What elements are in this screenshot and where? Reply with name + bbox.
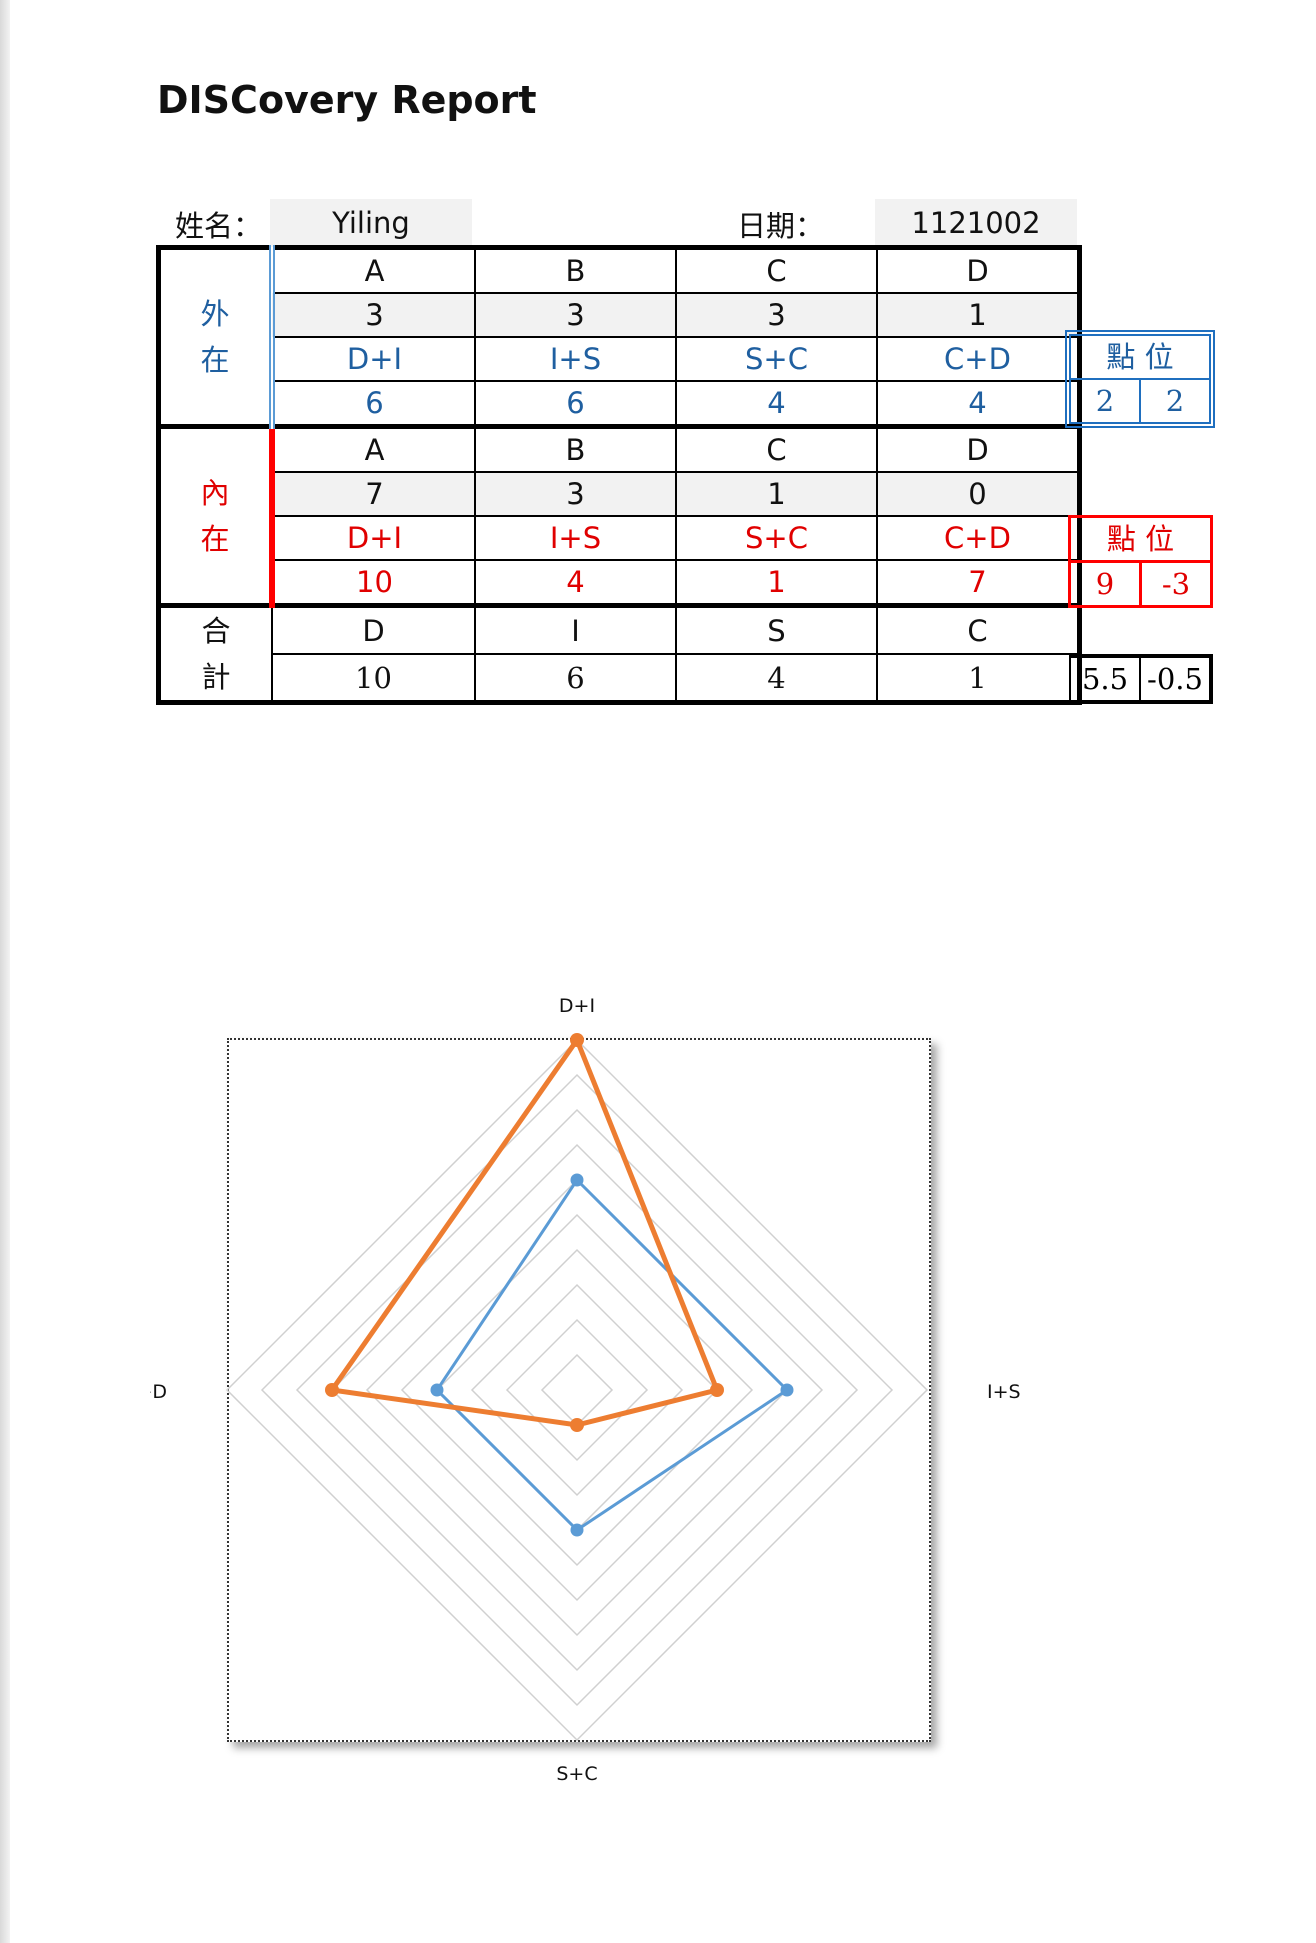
outer-combo: I+S — [474, 336, 677, 382]
inner-count: 7 — [271, 471, 476, 517]
outer-count: 3 — [474, 292, 677, 338]
outer-combo: S+C — [675, 336, 878, 382]
radar-grid-ring — [295, 1108, 859, 1672]
inner-combo: S+C — [675, 515, 878, 561]
total-point-box: 5.5 -0.5 — [1069, 654, 1213, 704]
inner-count: 3 — [474, 471, 677, 517]
radar-axis-label: I+S — [987, 1381, 1021, 1403]
total-letter: C — [876, 603, 1082, 655]
inner-letter: A — [271, 424, 476, 473]
total-label: 合計 — [156, 603, 273, 705]
radar-point — [570, 1418, 584, 1432]
outer-combo-value: 6 — [474, 380, 677, 428]
outer-point-value: 2 — [1139, 378, 1211, 424]
outer-letter: A — [271, 245, 476, 294]
total-value: 1 — [876, 653, 1082, 705]
inner-point-value: 9 — [1068, 560, 1142, 608]
radar-grid-ring — [505, 1318, 649, 1462]
score-table: 外在 A B C D 3 3 3 1 D+I I+S S+C C+D 6 6 4… — [156, 245, 1082, 705]
inner-combo: I+S — [474, 515, 677, 561]
inner-combo-value: 10 — [271, 559, 476, 607]
radar-grid-ring — [470, 1283, 684, 1497]
inner-combo-value: 4 — [474, 559, 677, 607]
outer-count: 3 — [271, 292, 476, 338]
outer-count: 3 — [675, 292, 878, 338]
radar-chart: D+I I+S S+C C+D — [150, 995, 1021, 1785]
outer-combo: D+I — [271, 336, 476, 382]
inner-letter: C — [675, 424, 878, 473]
inner-count: 0 — [876, 471, 1082, 517]
inner-letter: D — [876, 424, 1082, 473]
total-letter: S — [675, 603, 878, 655]
inner-point-box: 點 位 9 -3 — [1068, 515, 1213, 608]
radar-grid-ring — [435, 1248, 719, 1532]
inner-letter: B — [474, 424, 677, 473]
radar-grid-ring — [225, 1038, 929, 1742]
total-letter: D — [271, 603, 476, 655]
inner-label: 內在 — [156, 424, 275, 607]
total-letter: I — [474, 603, 677, 655]
total-value: 4 — [675, 653, 878, 705]
radar-axis-label: D+I — [559, 995, 595, 1017]
total-point-value: 5.5 — [1069, 654, 1141, 704]
radar-point — [780, 1383, 794, 1397]
date-value: 1121002 — [875, 199, 1077, 247]
radar-point — [570, 1033, 584, 1047]
outer-combo-value: 4 — [675, 380, 878, 428]
inner-count: 1 — [675, 471, 878, 517]
outer-label: 外在 — [156, 245, 275, 428]
radar-grid-ring — [260, 1073, 894, 1707]
radar-grid-ring — [540, 1353, 614, 1427]
outer-combo-value: 6 — [271, 380, 476, 428]
report-title: DISCovery Report — [157, 78, 537, 122]
inner-combo-value: 1 — [675, 559, 878, 607]
outer-letter: C — [675, 245, 878, 294]
outer-point-box: 點 位 2 2 — [1065, 330, 1215, 428]
radar-point — [430, 1383, 444, 1397]
inner-point-label: 點 位 — [1068, 515, 1213, 563]
radar-point — [710, 1383, 724, 1397]
total-value: 10 — [271, 653, 476, 705]
outer-count: 1 — [876, 292, 1082, 338]
outer-combo: C+D — [876, 336, 1082, 382]
radar-axis-label: C+D — [150, 1381, 167, 1403]
outer-letter: B — [474, 245, 677, 294]
page-edge — [0, 0, 10, 1943]
inner-combo-value: 7 — [876, 559, 1082, 607]
radar-point — [570, 1523, 584, 1537]
inner-point-value: -3 — [1139, 560, 1213, 608]
inner-combo: C+D — [876, 515, 1082, 561]
name-label: 姓名： — [175, 209, 263, 243]
outer-point-value: 2 — [1069, 378, 1141, 424]
outer-point-label: 點 位 — [1069, 334, 1211, 380]
total-value: 6 — [474, 653, 677, 705]
radar-grid-ring — [330, 1143, 824, 1637]
radar-point — [570, 1173, 584, 1187]
outer-combo-value: 4 — [876, 380, 1082, 428]
radar-axis-label: S+C — [556, 1763, 597, 1785]
total-point-value: -0.5 — [1139, 654, 1213, 704]
date-label: 日期： — [737, 209, 825, 243]
outer-letter: D — [876, 245, 1082, 294]
inner-combo: D+I — [271, 515, 476, 561]
name-value: Yiling — [270, 199, 472, 247]
radar-point — [325, 1383, 339, 1397]
